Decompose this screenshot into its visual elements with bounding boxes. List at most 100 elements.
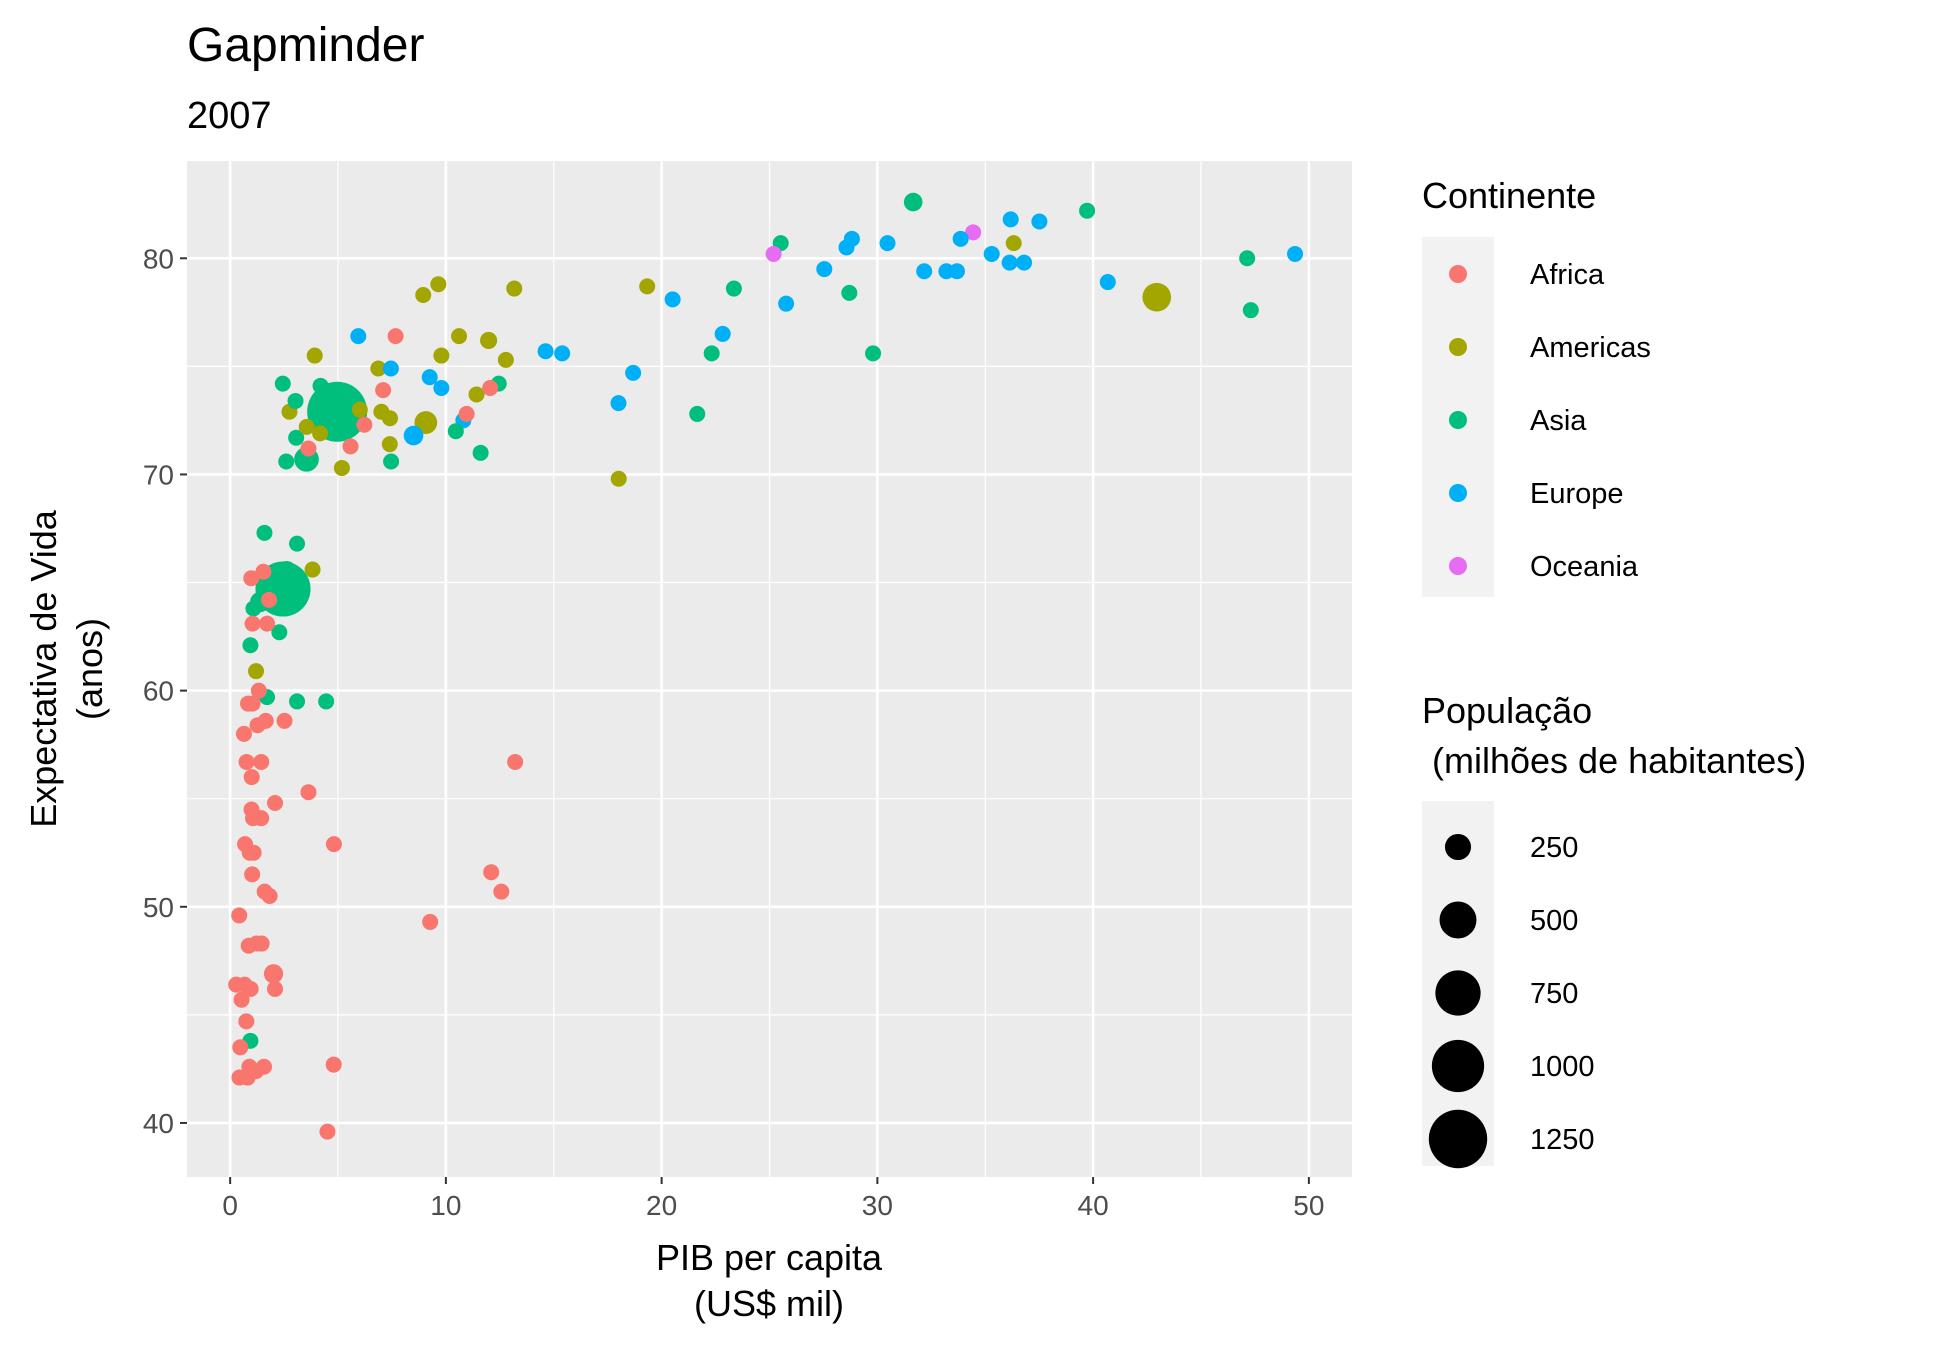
- data-point-oceania: [765, 245, 782, 262]
- data-point-africa: [260, 591, 277, 608]
- data-point-africa: [232, 1039, 249, 1056]
- data-point-africa: [256, 883, 273, 900]
- data-point-africa: [300, 784, 317, 801]
- y-tick-label: 50: [143, 892, 174, 923]
- data-point-africa: [300, 440, 317, 457]
- data-point-americas: [414, 411, 438, 434]
- data-point-africa: [482, 379, 499, 396]
- data-point-americas: [639, 278, 656, 295]
- data-point-africa: [233, 991, 250, 1008]
- data-point-africa: [422, 913, 439, 930]
- data-point-europe: [948, 263, 965, 280]
- data-point-europe: [952, 230, 969, 247]
- x-tick-label: 40: [1078, 1190, 1109, 1221]
- y-axis-title-line2: (anos): [69, 618, 110, 720]
- data-point-africa: [387, 328, 404, 345]
- data-point-asia: [865, 345, 882, 362]
- x-tick-label: 50: [1293, 1190, 1324, 1221]
- data-point-europe: [983, 245, 1000, 262]
- size-legend-title-line2: (milhões de habitantes): [1422, 740, 1806, 781]
- data-point-asia: [1239, 250, 1256, 267]
- data-point-asia: [278, 453, 295, 470]
- data-point-asia: [1079, 202, 1096, 219]
- data-point-americas: [480, 331, 498, 350]
- data-point-europe: [843, 230, 860, 247]
- data-point-americas: [430, 276, 447, 293]
- size-label-500: 500: [1530, 905, 1578, 937]
- data-point-africa: [267, 980, 284, 997]
- data-point-americas: [370, 360, 387, 377]
- data-point-asia: [274, 375, 291, 392]
- data-point-americas: [497, 351, 514, 368]
- size-label-1000: 1000: [1530, 1051, 1595, 1083]
- chart-title: Gapminder: [187, 19, 424, 72]
- data-point-europe: [1099, 274, 1116, 291]
- size-key-1000: [1431, 1039, 1485, 1093]
- data-point-africa: [240, 937, 257, 954]
- y-tick-label: 80: [143, 243, 174, 274]
- data-point-asia: [289, 535, 306, 552]
- data-point-africa: [244, 695, 261, 712]
- data-point-africa: [276, 712, 293, 729]
- y-tick-label: 60: [143, 676, 174, 707]
- data-point-africa: [250, 682, 267, 699]
- data-point-africa: [325, 1056, 342, 1073]
- data-point-asia: [703, 345, 720, 362]
- size-key-750: [1435, 970, 1481, 1016]
- data-point-americas: [1142, 282, 1172, 312]
- data-point-asia: [275, 560, 298, 583]
- data-point-africa: [458, 405, 475, 422]
- legend-label-oceania: Oceania: [1530, 551, 1639, 583]
- data-point-africa: [244, 615, 261, 632]
- size-label-250: 250: [1530, 832, 1578, 864]
- x-tick-label: 30: [862, 1190, 893, 1221]
- data-point-europe: [554, 345, 571, 362]
- data-point-africa: [248, 1063, 265, 1080]
- data-point-americas: [610, 470, 627, 487]
- data-point-americas: [333, 459, 350, 476]
- size-label-1250: 1250: [1530, 1124, 1595, 1156]
- data-point-africa: [243, 769, 260, 786]
- data-point-asia: [245, 600, 262, 617]
- data-point-europe: [1016, 254, 1033, 271]
- data-point-asia: [242, 637, 259, 654]
- data-point-africa: [249, 717, 266, 734]
- data-point-europe: [664, 291, 681, 308]
- color-legend-title: Continente: [1422, 175, 1596, 216]
- legend-key-africa: [1449, 265, 1467, 283]
- data-point-americas: [451, 328, 468, 345]
- data-point-asia: [271, 624, 288, 641]
- data-point-africa: [483, 864, 500, 881]
- x-tick-label: 10: [430, 1190, 461, 1221]
- data-point-asia: [383, 453, 400, 470]
- legend-label-africa: Africa: [1530, 259, 1605, 291]
- data-point-africa: [263, 964, 284, 984]
- y-axis: 40 50 60 70 80: [143, 243, 187, 1139]
- y-axis-title-line1: Expectativa de Vida: [23, 509, 64, 828]
- legend-label-americas: Americas: [1530, 332, 1651, 364]
- data-point-africa: [356, 416, 373, 433]
- x-axis: 0 10 20 30 40 50: [222, 1177, 1324, 1221]
- data-point-europe: [879, 235, 896, 252]
- data-point-africa: [342, 438, 359, 455]
- x-axis-title-line2: (US$ mil): [694, 1283, 844, 1324]
- data-point-europe: [350, 328, 367, 345]
- legend-key-europe: [1449, 484, 1467, 502]
- data-point-americas: [304, 561, 321, 578]
- data-point-americas: [415, 287, 432, 304]
- data-point-americas: [433, 347, 450, 364]
- data-point-europe: [1031, 213, 1048, 230]
- data-point-africa: [319, 1123, 336, 1140]
- data-point-africa: [493, 883, 510, 900]
- data-point-europe: [1287, 245, 1304, 262]
- data-point-americas: [248, 663, 265, 680]
- data-point-americas: [312, 425, 329, 442]
- data-point-africa: [253, 935, 270, 952]
- data-point-asia: [289, 693, 306, 710]
- data-point-europe: [610, 395, 627, 412]
- x-tick-label: 20: [646, 1190, 677, 1221]
- size-key-250: [1444, 833, 1472, 861]
- x-tick-label: 0: [222, 1190, 238, 1221]
- data-points: [228, 192, 1304, 1140]
